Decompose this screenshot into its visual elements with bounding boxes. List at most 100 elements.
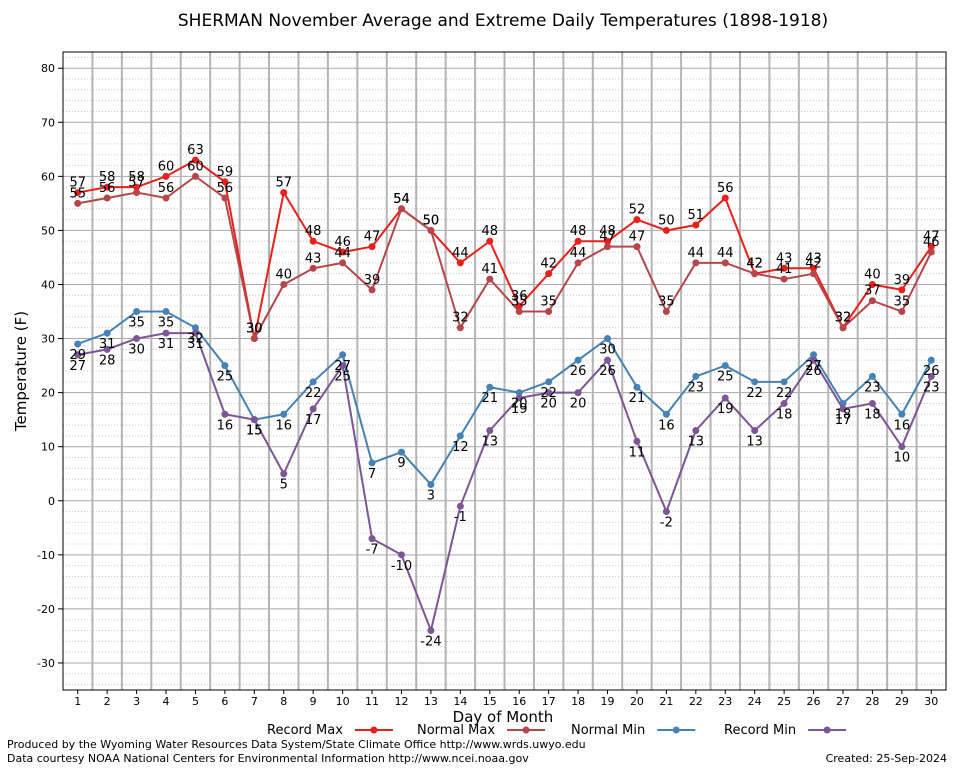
normal-min-data-label: 3 bbox=[427, 489, 435, 504]
normal-min-point bbox=[368, 459, 376, 467]
y-tick-label: 70 bbox=[41, 116, 55, 129]
normal-min-point bbox=[427, 481, 435, 489]
record-max-data-label: 58 bbox=[128, 170, 145, 185]
normal-max-point bbox=[721, 259, 729, 267]
normal-max-point bbox=[839, 324, 847, 332]
record-min-point bbox=[574, 389, 582, 397]
normal-max-data-label: 42 bbox=[805, 257, 822, 272]
record-max-data-label: 47 bbox=[923, 230, 940, 245]
normal-max-point bbox=[692, 259, 700, 267]
normal-max-data-label: 41 bbox=[482, 262, 499, 277]
normal-min-point bbox=[191, 324, 199, 332]
x-tick-label: 16 bbox=[512, 695, 526, 708]
record-max-point bbox=[74, 189, 82, 197]
record-min-data-label: 13 bbox=[746, 434, 763, 449]
record-max-data-label: 30 bbox=[246, 322, 263, 337]
record-min-data-label: 27 bbox=[69, 359, 86, 374]
y-tick-label: 10 bbox=[41, 441, 55, 454]
record-max-data-label: 40 bbox=[864, 267, 881, 282]
record-min-point bbox=[545, 389, 553, 397]
normal-max-point bbox=[574, 259, 582, 267]
record-max-data-label: 47 bbox=[364, 230, 381, 245]
record-min-point bbox=[868, 399, 876, 407]
record-min-point bbox=[368, 535, 376, 543]
normal-min-point bbox=[221, 362, 229, 370]
record-min-point bbox=[162, 329, 170, 337]
record-min-data-label: -1 bbox=[454, 510, 467, 525]
normal-min-point bbox=[868, 372, 876, 380]
normal-max-point bbox=[604, 243, 612, 251]
normal-min-data-label: 22 bbox=[746, 386, 763, 401]
record-min-legend-label: Record Min bbox=[724, 723, 796, 738]
record-max-point bbox=[133, 183, 141, 191]
record-max-data-label: 54 bbox=[393, 192, 410, 207]
normal-max-point bbox=[191, 172, 199, 180]
y-tick-label: 60 bbox=[41, 170, 55, 183]
record-min-point bbox=[280, 470, 288, 478]
normal-max-point bbox=[515, 308, 523, 316]
record-max-point bbox=[633, 216, 641, 224]
record-min-point bbox=[839, 405, 847, 413]
record-max-data-label: 42 bbox=[746, 257, 763, 272]
normal-min-point bbox=[397, 448, 405, 456]
normal-max-data-label: 44 bbox=[688, 246, 705, 261]
x-tick-label: 7 bbox=[251, 695, 258, 708]
normal-max-data-label: 40 bbox=[275, 267, 292, 282]
record-min-data-label: 13 bbox=[688, 434, 705, 449]
record-min-data-label: -2 bbox=[660, 516, 673, 531]
normal-max-data-label: 39 bbox=[364, 273, 381, 288]
normal-max-point bbox=[927, 248, 935, 256]
record-min-data-label: 18 bbox=[776, 407, 793, 422]
record-max-point bbox=[574, 237, 582, 245]
record-min-data-label: 23 bbox=[923, 380, 940, 395]
normal-max-line bbox=[77, 175, 933, 342]
record-max-data-label: 43 bbox=[805, 251, 822, 266]
normal-max-point bbox=[103, 194, 111, 202]
normal-max-point bbox=[456, 324, 464, 332]
record-max-data-label: 48 bbox=[599, 224, 616, 239]
normal-min-point bbox=[692, 372, 700, 380]
record-min-data-label: 19 bbox=[511, 402, 528, 417]
record-max-point bbox=[103, 183, 111, 191]
normal-max-data-label: 35 bbox=[511, 295, 528, 310]
normal-max-point bbox=[162, 194, 170, 202]
x-tick-label: 1 bbox=[74, 695, 81, 708]
record-min-point bbox=[810, 356, 818, 364]
y-tick-label: 20 bbox=[41, 387, 55, 400]
normal-min-point bbox=[721, 362, 729, 370]
normal-min-data-label: 9 bbox=[397, 456, 405, 471]
y-tick-label: 40 bbox=[41, 278, 55, 291]
normal-max-point bbox=[280, 280, 288, 288]
normal-max-data-label: 47 bbox=[629, 230, 646, 245]
normal-max-point bbox=[868, 297, 876, 305]
record-min-point bbox=[339, 362, 347, 370]
normal-min-data-label: 22 bbox=[305, 386, 322, 401]
record-min-data-label: 31 bbox=[158, 337, 175, 352]
normal-max-data-label: 54 bbox=[393, 192, 410, 207]
record-min-data-label: 13 bbox=[482, 434, 499, 449]
x-tick-label: 19 bbox=[601, 695, 615, 708]
normal-min-data-label: 30 bbox=[599, 343, 616, 358]
record-min-data-label: 17 bbox=[835, 413, 852, 428]
normal-max-data-label: 57 bbox=[128, 176, 145, 191]
normal-max-point bbox=[133, 189, 141, 197]
footer-produced-by: Produced by the Wyoming Water Resources … bbox=[7, 738, 586, 751]
record-min-data-label: 20 bbox=[570, 397, 587, 412]
normal-min-point bbox=[574, 356, 582, 364]
normal-min-data-label: 21 bbox=[482, 391, 499, 406]
x-tick-label: 11 bbox=[365, 695, 379, 708]
record-min-data-label: 17 bbox=[305, 413, 322, 428]
normal-max-data-label: 35 bbox=[894, 295, 911, 310]
record-min-data-label: 28 bbox=[99, 353, 116, 368]
record-max-data-label: 50 bbox=[658, 213, 675, 228]
y-tick-label: 50 bbox=[41, 224, 55, 237]
record-min-point bbox=[780, 399, 788, 407]
record-min-data-label: 16 bbox=[217, 418, 234, 433]
x-tick-label: 13 bbox=[424, 695, 438, 708]
record-max-data-label: 63 bbox=[187, 143, 204, 158]
record-max-data-label: 46 bbox=[334, 235, 351, 250]
record-max-point bbox=[221, 178, 229, 186]
x-tick-label: 28 bbox=[865, 695, 879, 708]
normal-min-data-label: 27 bbox=[334, 359, 351, 374]
normal-max-legend-marker bbox=[522, 726, 530, 734]
